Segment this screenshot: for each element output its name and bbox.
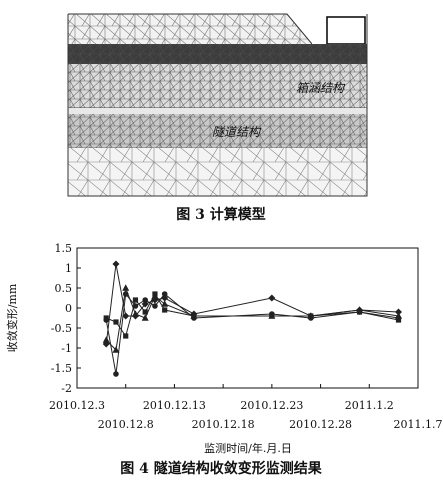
y-tick-label: 1 <box>65 262 72 275</box>
data-point <box>162 307 168 313</box>
x-tick-label: 2010.12.18 <box>192 418 255 431</box>
box-culvert-shape <box>326 16 366 45</box>
data-point <box>132 297 139 303</box>
data-point <box>268 294 276 302</box>
label-box-culvert: 箱涵结构 <box>296 81 346 95</box>
x-tick-label: 2010.12.28 <box>289 418 352 431</box>
y-tick-label: 1.5 <box>55 242 73 255</box>
figure-3-caption: 图 3 计算模型 <box>176 206 266 223</box>
y-tick-label: 0.5 <box>55 282 73 295</box>
label-tunnel: 隧道结构 <box>212 125 262 139</box>
data-point <box>102 336 110 343</box>
data-point <box>113 371 119 377</box>
soil-layer-lower <box>68 148 367 196</box>
x-tick-label: 2010.12.23 <box>240 399 303 412</box>
data-point <box>112 260 120 268</box>
x-axis-label: 监测时间/年.月.日 <box>204 441 292 455</box>
figure-4-caption: 图 4 隧道结构收敛变形监测结果 <box>120 460 322 477</box>
y-tick-label: -0.5 <box>51 322 72 335</box>
embankment-layer <box>68 13 313 45</box>
x-tick-label: 2011.1.7 <box>394 418 443 431</box>
data-point <box>395 317 402 323</box>
data-point <box>141 300 149 308</box>
data-point <box>122 284 130 291</box>
data-point <box>142 297 148 303</box>
y-tick-label: -1 <box>61 342 72 355</box>
data-point <box>103 315 109 321</box>
y-tick-label: 0 <box>65 302 72 315</box>
soil-layer-upper <box>68 64 367 108</box>
x-tick-label: 2010.12.13 <box>143 399 206 412</box>
x-tick-label: 2010.12.8 <box>98 418 154 431</box>
data-point <box>122 291 129 297</box>
data-point <box>141 314 149 321</box>
data-point <box>152 291 158 297</box>
figure-4-convergence-chart: -2 -1.5 -1 -0.5 0 0.5 1 1.5 2010.12.3 2010.12.8 20… <box>5 242 443 477</box>
y-tick-label: -2 <box>61 382 72 395</box>
data-point <box>395 308 403 316</box>
data-point <box>123 333 129 339</box>
data-point <box>356 309 363 315</box>
data-point <box>308 313 314 319</box>
figure-3-fe-model: 箱涵结构 隧道结构 图 3 计算模型 <box>67 13 368 223</box>
data-point <box>112 346 120 353</box>
data-point <box>161 300 169 307</box>
x-tick-label: 2011.1.2 <box>345 399 394 412</box>
data-point <box>191 313 197 319</box>
data-point <box>142 309 148 315</box>
series-line <box>105 286 399 352</box>
data-point <box>131 310 139 317</box>
x-tick-label: 2010.12.3 <box>49 399 105 412</box>
data-point <box>113 319 119 325</box>
tunnel-layer <box>68 114 367 148</box>
y-axis-label: 收敛变形/mm <box>5 283 19 352</box>
plot-frame <box>76 247 419 389</box>
data-point <box>161 291 168 297</box>
y-tick-label: -1.5 <box>51 362 72 375</box>
data-point <box>152 303 158 309</box>
series-line <box>105 292 399 375</box>
data-point <box>269 313 275 319</box>
data-point <box>122 312 130 320</box>
